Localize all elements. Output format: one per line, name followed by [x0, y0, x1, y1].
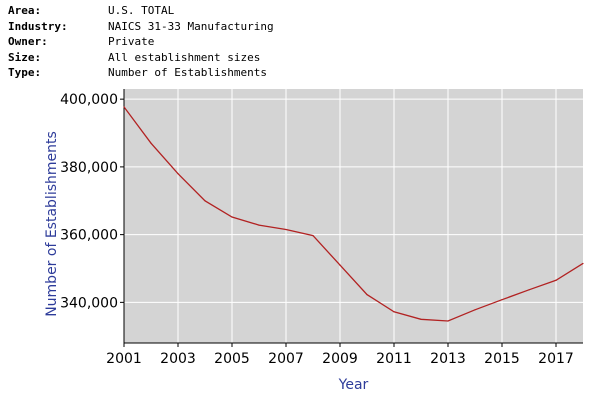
- series-line: [123, 106, 584, 322]
- x-tick-label: 2017: [538, 351, 574, 367]
- y-tick-label: 340,000: [60, 295, 118, 311]
- data-point: [231, 216, 233, 218]
- x-tick-label: 2013: [430, 351, 466, 367]
- metadata-block: Area: U.S. TOTAL Industry: NAICS 31-33 M…: [8, 3, 274, 81]
- data-point: [204, 200, 206, 202]
- meta-key: Type:: [8, 66, 42, 79]
- y-tick-label: 400,000: [60, 92, 118, 108]
- axis-ticks: 2001 2003 2005 2007 2009 2011 2013 2015 2017 340,…: [60, 89, 583, 367]
- x-tick-label: 2011: [376, 351, 412, 367]
- series-group: [123, 106, 584, 322]
- meta-value: Private: [108, 35, 155, 48]
- x-axis-title: Year: [338, 377, 369, 393]
- meta-key: Owner:: [8, 35, 48, 48]
- meta-row-owner: Owner: Private: [8, 34, 274, 50]
- meta-row-type: Type: Number of Establishments: [8, 65, 274, 81]
- data-point: [474, 309, 476, 311]
- y-axis-title: Number of Establishments: [44, 131, 60, 317]
- x-tick-label: 2015: [484, 351, 520, 367]
- data-point: [582, 262, 584, 265]
- meta-value: Number of Establishments: [108, 66, 267, 79]
- y-tick-label: 360,000: [60, 228, 118, 244]
- meta-row-area: Area: U.S. TOTAL: [8, 3, 274, 19]
- data-point: [150, 142, 152, 144]
- data-point: [420, 318, 422, 320]
- data-point: [366, 293, 368, 296]
- data-point: [312, 235, 314, 237]
- data-point: [123, 106, 125, 108]
- x-tick-label: 2005: [214, 351, 250, 367]
- meta-value: NAICS 31-33 Manufacturing: [108, 19, 274, 33]
- data-point: [501, 299, 503, 301]
- x-tick-label: 2007: [268, 351, 304, 367]
- plot-area: [124, 89, 583, 343]
- meta-row-industry: Industry: NAICS 31-33 Manufacturing: [8, 19, 274, 35]
- data-point: [555, 279, 557, 281]
- data-point: [285, 228, 287, 231]
- data-point: [393, 311, 395, 313]
- meta-key: Size:: [8, 50, 42, 64]
- data-point: [177, 173, 179, 175]
- meta-key: Industry:: [8, 19, 68, 33]
- x-tick-label: 2003: [160, 351, 196, 367]
- data-point: [528, 289, 530, 291]
- x-tick-label: 2009: [322, 351, 358, 367]
- x-tick-label: 2001: [106, 351, 142, 367]
- meta-row-size: Size: All establishment sizes: [8, 50, 274, 66]
- data-point: [258, 224, 260, 226]
- meta-value: U.S. TOTAL: [108, 4, 175, 17]
- data-point: [447, 320, 449, 322]
- meta-value: All establishment sizes: [108, 50, 261, 64]
- meta-key: Area:: [8, 4, 42, 17]
- y-tick-label: 380,000: [60, 160, 118, 176]
- data-point: [339, 264, 341, 266]
